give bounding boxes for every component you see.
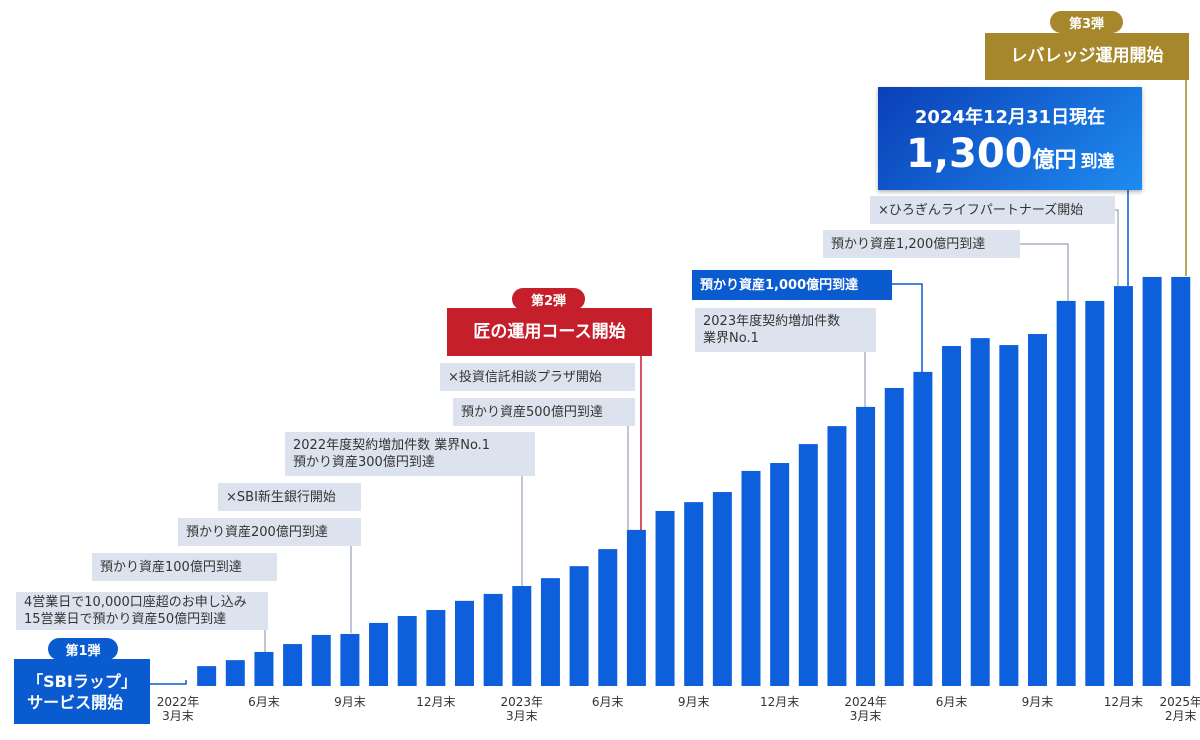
- x-tick-label: 6月末: [591, 695, 624, 709]
- bar: [655, 510, 675, 686]
- bar: [1028, 334, 1047, 686]
- leader-line: [150, 680, 187, 685]
- bar: [913, 371, 933, 686]
- bar: [741, 470, 761, 686]
- launch-box: 匠の運用コース開始: [447, 308, 652, 356]
- highlight-date: 2024年12月31日現在: [914, 107, 1106, 128]
- bar: [598, 549, 618, 686]
- bar: [1142, 276, 1162, 686]
- milestone-note: ×ひろぎんライフパートナーズ開始: [870, 196, 1115, 224]
- bar: [1056, 300, 1076, 686]
- launch-box: 「SBIラップ」 サービス開始: [14, 659, 150, 724]
- milestone-note: 預かり資産200億円到達: [178, 518, 361, 546]
- milestone-note: ×投資信託相談プラザ開始: [440, 363, 635, 391]
- bar: [340, 633, 360, 686]
- x-tick-label: 12月末: [760, 695, 800, 709]
- milestone-note: 4営業日で10,000口座超のお申し込み 15営業日で預かり資産50億円到達: [16, 592, 268, 630]
- x-tick-label: 2022年 3月末: [156, 695, 200, 723]
- badge: 第2弾: [512, 288, 585, 310]
- x-tick-label: 2024年 3月末: [844, 695, 887, 723]
- bar: [397, 615, 417, 686]
- leader-line: [892, 283, 923, 372]
- bar: [684, 502, 704, 686]
- badge: 第3弾: [1050, 11, 1123, 33]
- x-tick-label: 12月末: [416, 695, 456, 709]
- leader-lines: [150, 80, 1187, 685]
- x-tick-label: 2023年 3月末: [500, 695, 544, 723]
- bar: [712, 492, 732, 686]
- bar: [369, 622, 389, 686]
- x-tick-label: 9月末: [1021, 695, 1054, 709]
- bar: [827, 426, 847, 686]
- leader-line: [1020, 243, 1069, 301]
- bar: [626, 529, 646, 686]
- bar: [426, 609, 446, 686]
- x-tick-label: 6月末: [248, 695, 280, 709]
- bar: [483, 593, 503, 686]
- bar: [540, 578, 560, 686]
- highlight-amount: 1,300: [906, 131, 1033, 177]
- bar: [856, 406, 876, 686]
- bar: [1085, 300, 1105, 686]
- x-tick-label: 9月末: [334, 695, 366, 709]
- bar: [225, 660, 245, 686]
- highlight-box: 2024年12月31日現在 1,300億円 到達: [878, 87, 1142, 190]
- bar: [569, 566, 589, 686]
- badge: 第1弾: [48, 638, 118, 660]
- bar: [884, 387, 904, 686]
- bar: [283, 644, 303, 686]
- bar: [197, 666, 217, 686]
- bar: [970, 338, 990, 686]
- x-tick-label: 12月末: [1103, 695, 1144, 709]
- bar: [254, 651, 274, 686]
- x-tick-label: 9月末: [677, 695, 710, 709]
- milestone-note: 預かり資産1,200億円到達: [823, 230, 1020, 258]
- milestone-note: 預かり資産1,000億円到達: [692, 270, 892, 300]
- bar: [770, 463, 790, 686]
- milestone-note: ×SBI新生銀行開始: [218, 483, 361, 511]
- bar: [1171, 276, 1191, 686]
- leader-line: [1115, 209, 1119, 286]
- highlight-suffix: 到達: [1080, 152, 1115, 172]
- x-tick-label: 6月末: [935, 695, 968, 709]
- launch-box: レバレッジ運用開始: [985, 33, 1189, 80]
- highlight-unit: 億円: [1032, 148, 1077, 173]
- bar: [455, 600, 474, 686]
- bar: [311, 634, 331, 686]
- bar: [798, 444, 818, 686]
- milestone-note: 預かり資産100億円到達: [92, 553, 277, 581]
- milestone-note: 預かり資産500億円到達: [453, 398, 635, 426]
- x-tick-label: 2025年 2月末: [1159, 695, 1200, 723]
- bar: [1113, 286, 1133, 686]
- bar: [942, 346, 962, 686]
- bar: [999, 345, 1019, 686]
- milestone-note: 2022年度契約増加件数 業界No.1 預かり資産300億円到達: [285, 432, 535, 476]
- milestone-note: 2023年度契約増加件数 業界No.1: [695, 308, 876, 352]
- bar: [512, 586, 532, 686]
